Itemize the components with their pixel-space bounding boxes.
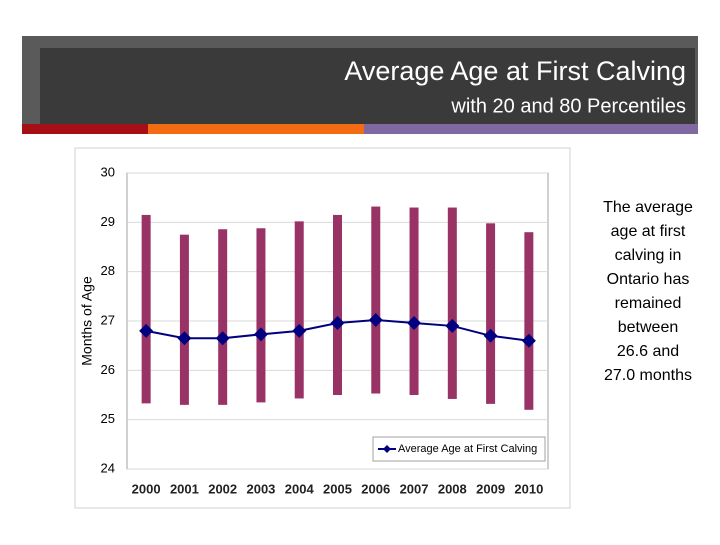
x-tick-label: 2003 — [246, 481, 275, 496]
point-marker — [253, 327, 268, 342]
header-box — [40, 48, 695, 124]
legend-marker — [383, 445, 391, 453]
point-marker — [139, 323, 154, 338]
y-axis-label: Months of Age — [79, 276, 95, 366]
note-line: 26.6 and — [617, 343, 679, 360]
y-tick-label: 29 — [101, 214, 115, 229]
point-marker — [521, 333, 536, 348]
x-tick-label: 2010 — [514, 481, 543, 496]
y-tick-label: 26 — [101, 362, 115, 377]
y-tick-label: 24 — [101, 460, 115, 475]
note-line: age at first — [611, 223, 686, 240]
x-tick-label: 2002 — [208, 481, 237, 496]
note-line: The average — [603, 199, 693, 216]
y-tick-label: 27 — [101, 312, 115, 327]
percentile-bar — [371, 206, 381, 394]
y-tick-label: 25 — [101, 411, 115, 426]
legend-label: Average Age at First Calving — [398, 443, 537, 455]
point-marker — [177, 331, 192, 346]
note-line: calving in — [615, 247, 682, 264]
note-line: Ontario has — [607, 271, 690, 288]
note-line: remained — [615, 295, 682, 312]
percentile-bar — [524, 232, 534, 410]
y-tick-label: 28 — [101, 263, 115, 278]
percentile-bar — [141, 214, 151, 404]
x-tick-label: 2000 — [132, 481, 161, 496]
slide-title: Average Age at First Calving — [344, 56, 686, 86]
x-tick-label: 2006 — [361, 481, 390, 496]
y-tick-label: 30 — [101, 164, 115, 179]
note-line: between — [618, 319, 679, 336]
accent-bar — [22, 124, 148, 134]
accent-bar — [364, 124, 698, 134]
accent-bar — [148, 124, 364, 134]
note-text: The average age at first calving in Ontario… — [603, 199, 693, 384]
note-line: 27.0 months — [604, 367, 692, 384]
point-marker — [368, 313, 383, 328]
percentile-bar — [409, 207, 419, 395]
percentile-bar — [294, 221, 304, 399]
x-tick-label: 2001 — [170, 481, 199, 496]
x-tick-label: 2009 — [476, 481, 505, 496]
percentile-bar — [256, 228, 266, 403]
legend-box — [372, 436, 546, 462]
percentile-bar — [333, 214, 342, 395]
point-marker — [445, 318, 460, 333]
point-marker — [483, 328, 498, 343]
x-tick-label: 2008 — [438, 481, 467, 496]
point-marker — [330, 315, 345, 330]
x-tick-label: 2004 — [285, 481, 315, 496]
x-tick-label: 2007 — [400, 481, 429, 496]
percentile-bar — [218, 229, 228, 405]
x-tick-label: 2005 — [323, 481, 352, 496]
slide-subtitle: with 20 and 80 Percentiles — [450, 95, 686, 117]
percentile-bar — [179, 234, 189, 405]
percentile-bar — [447, 207, 457, 399]
point-marker — [292, 323, 307, 338]
percentile-bar — [486, 223, 496, 404]
point-marker — [407, 315, 422, 330]
point-marker — [215, 331, 230, 346]
